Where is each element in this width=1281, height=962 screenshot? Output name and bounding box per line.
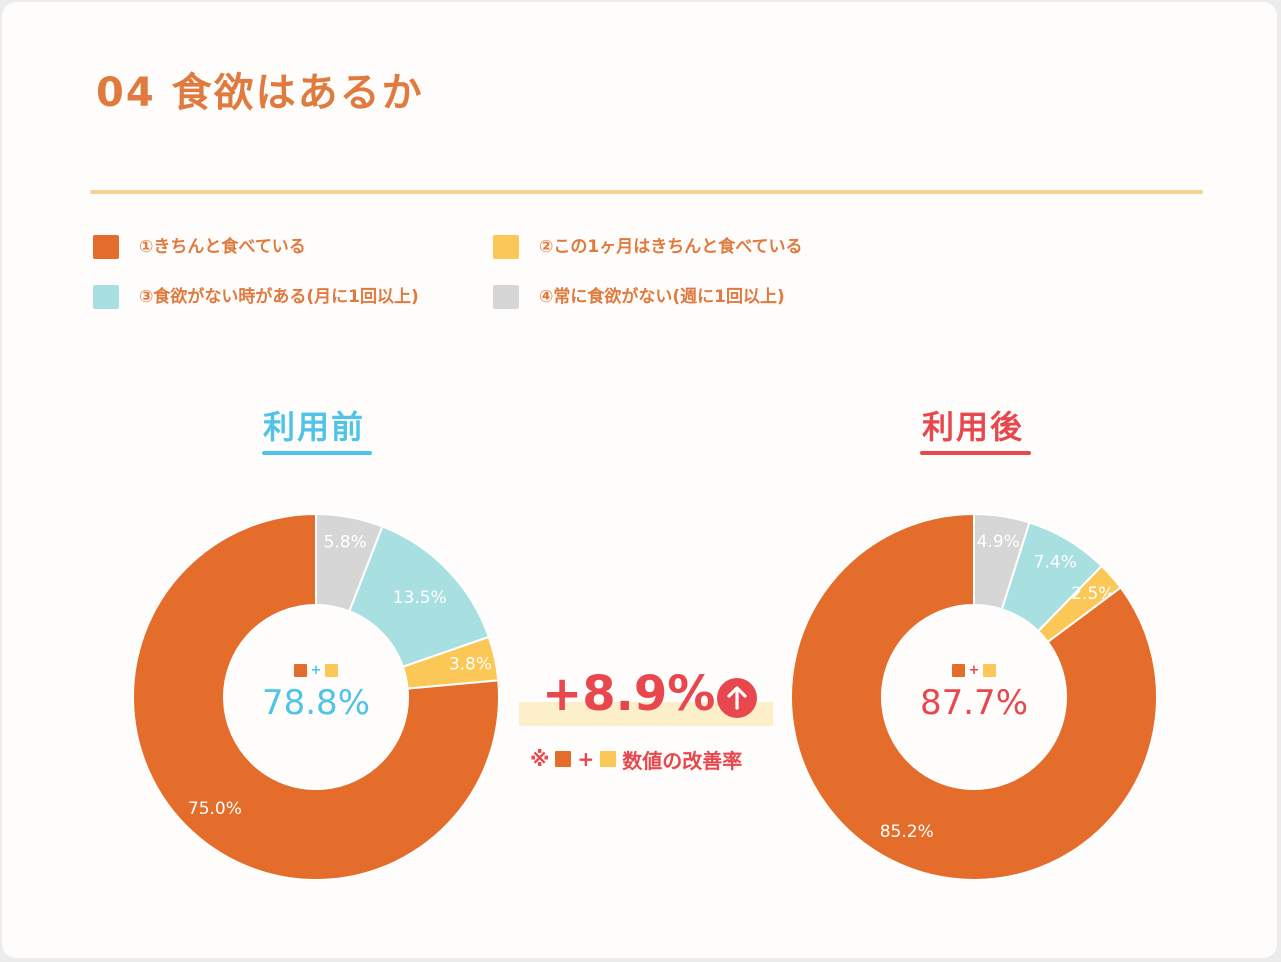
slice-label: 3.8% [449, 655, 492, 675]
swatch-eat-properly [951, 663, 965, 677]
legend-swatch [93, 235, 119, 259]
slice-label: 85.2% [880, 822, 934, 842]
swatch-eat-properly [555, 751, 572, 767]
slice-label: 5.8% [324, 533, 367, 553]
swatch-eat-properly [293, 663, 307, 677]
legend-swatch [93, 285, 119, 309]
swatch-eat-this-month [983, 663, 997, 677]
before-heading-underline [262, 451, 372, 455]
donut-slice [790, 513, 1158, 881]
before-center-summary: + 78.8% [226, 663, 406, 723]
plus-sign: + [968, 662, 980, 678]
after-heading: 利用後 [922, 408, 1025, 446]
slice-label: 2.5% [1071, 584, 1114, 604]
title-divider [90, 190, 1203, 194]
improvement-delta: +8.9% [542, 666, 716, 722]
note-mark: ※ [530, 747, 550, 771]
after-center-value: 87.7% [919, 683, 1028, 723]
swatch-eat-this-month [600, 751, 617, 767]
donut-slice [348, 525, 490, 668]
slice-label: 7.4% [1034, 553, 1077, 573]
slice-label: 13.5% [393, 588, 447, 608]
after-heading-underline [920, 451, 1031, 455]
legend-swatch [493, 285, 519, 309]
after-center-summary: + 87.7% [884, 663, 1064, 723]
slice-label: 4.9% [977, 532, 1020, 552]
donut-chart-before: 5.8% 13.5% 3.8% 75.0% [132, 513, 500, 881]
before-heading: 利用前 [263, 408, 366, 446]
note-text: 数値の改善率 [622, 748, 743, 773]
donut-chart-after: 4.9% 7.4% 2.5% 85.2% [790, 513, 1158, 881]
donut-slice [132, 513, 500, 881]
legend-swatch [493, 235, 519, 259]
note-plus: + [577, 747, 595, 771]
improvement-note: ※ + 数値の改善率 [530, 747, 743, 773]
legend-label: ③食欲がない時がある(月に1回以上) [139, 287, 419, 307]
legend-label: ②この1ヶ月はきちんと食べている [539, 237, 803, 257]
legend-label: ①きちんと食べている [139, 237, 306, 257]
page-title: 04 食欲はあるか [96, 70, 424, 116]
before-center-value: 78.8% [261, 683, 370, 723]
swatch-eat-this-month [325, 663, 339, 677]
up-arrow-icon [717, 678, 757, 718]
legend-label: ④常に食欲がない(週に1回以上) [539, 287, 785, 307]
slice-label: 75.0% [188, 799, 242, 819]
plus-sign: + [310, 662, 322, 678]
